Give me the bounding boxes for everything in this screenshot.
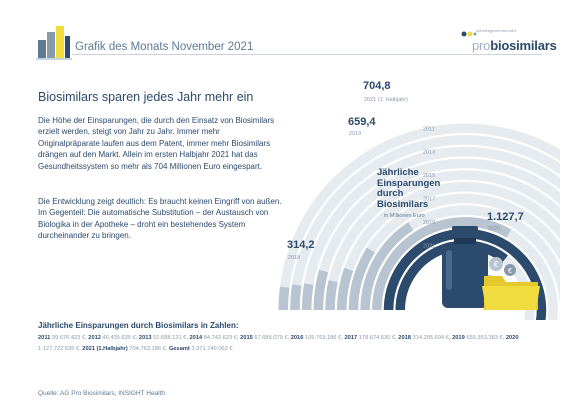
ring-label-2013: 2013 <box>423 150 435 156</box>
callout-2020-value: 1.127,7 <box>487 211 524 223</box>
totals-year-2: 2013 <box>138 335 154 341</box>
radial-chart: 2011 2013 2015 2017 2019 2021 <box>278 123 560 320</box>
ring-bar-2020 <box>383 228 547 320</box>
ring-bar-2013 <box>301 283 314 311</box>
ring-bar-2014 <box>313 269 329 311</box>
totals-year-4: 2015 <box>240 335 255 341</box>
totals-year-8: 2019 <box>452 335 467 341</box>
ring-label-2011: 2011 <box>423 126 435 132</box>
ring-bar-2011 <box>278 286 290 311</box>
ring-label-2021: 2021 <box>423 243 435 249</box>
page-header-title: Grafik des Monats November 2021 <box>75 41 254 53</box>
ring-label-2017: 2017 <box>423 196 435 202</box>
header-divider <box>72 54 542 55</box>
ring-track-2015 <box>325 170 560 311</box>
totals-list: 2011 39.676.423 €, 2012 46.435.635 €, 20… <box>38 333 538 355</box>
totals-value-3: 84.742.623 €, <box>203 335 241 341</box>
svg-text:€: € <box>494 260 499 269</box>
totals-year-9: 2020 <box>505 335 519 341</box>
center-title-line-3: durch <box>377 188 404 199</box>
ring-track-2011 <box>278 123 560 311</box>
callout-2019-value: 659,4 <box>348 116 376 128</box>
paragraph-intro: Die Höhe der Einsparungen, die durch den… <box>38 116 275 171</box>
folder-coins-icon: € € € <box>482 257 540 310</box>
totals-value-6: 178.674.630 €, <box>358 335 399 341</box>
brand-dots-icon <box>461 31 477 37</box>
callout-2020-label: 2020 <box>488 226 501 232</box>
center-title-line-2: Einsparungen <box>377 177 441 189</box>
totals-year-3: 2014 <box>189 335 204 341</box>
chart-center-title: Jährliche Einsparungen durch Biosimilars <box>377 167 441 210</box>
ring-track-2016 <box>337 182 560 311</box>
ring-bar-2017 <box>348 247 375 311</box>
ring-bar-2018 <box>360 222 414 311</box>
paragraph-conclusion: Die Entwicklung zeigt deutlich: Es brauc… <box>38 197 282 241</box>
center-title-line-1: Jährliche <box>377 167 419 178</box>
ring-bar-2016 <box>337 267 354 311</box>
totals-value-5: 105.763.186 €, <box>304 335 345 341</box>
ring-bar-2015 <box>325 280 338 311</box>
callout-2019-label: 2019 <box>349 131 362 137</box>
svg-text:€: € <box>508 268 512 275</box>
ring-label-2015: 2015 <box>423 173 435 179</box>
totals-year-11: Gesamt <box>168 346 192 352</box>
center-title-line-4: Biosimilars <box>377 198 429 210</box>
page-headline: Biosimilars sparen jedes Jahr mehr ein <box>38 90 254 104</box>
callout-2021-value: 704,8 <box>363 80 391 92</box>
brand-logo: probiosimilars <box>472 38 557 53</box>
callout-2018-label: 2018 <box>288 255 301 261</box>
callout-2021-label: 2021 (1. Halbjahr) <box>364 97 409 103</box>
source-note: Quelle: AG Pro Biosimilars, INSIGHT Heal… <box>38 390 166 397</box>
totals-year-6: 2017 <box>344 335 359 341</box>
totals-value-0: 39.676.423 €, <box>51 335 89 341</box>
callout-2018-value: 314,2 <box>287 239 315 251</box>
totals-year-7: 2018 <box>398 335 413 341</box>
ring-track-2013 <box>301 146 560 311</box>
ring-bar-2012 <box>290 284 302 311</box>
totals-year-1: 2012 <box>88 335 103 341</box>
totals-year-5: 2016 <box>290 335 305 341</box>
totals-value-10: 704.763.186 €, <box>129 346 169 352</box>
brand-pro: pro <box>472 38 491 53</box>
ring-track-2012 <box>290 135 560 311</box>
totals-value-2: 51.688.121 €, <box>153 335 190 341</box>
totals-year-10: 2021 (1.Halbjahr) <box>82 346 130 352</box>
totals-value-8: 659.353.383 €, <box>466 335 506 341</box>
totals-value-11: 3.371.740.062 € <box>191 346 233 352</box>
ring-track-2014 <box>313 158 560 311</box>
totals-year-0: 2011 <box>38 335 52 341</box>
totals-heading: Jährliche Einsparungen durch Biosimilars… <box>38 321 239 330</box>
chart-center-subtitle: in Millionen Euro <box>384 213 425 219</box>
totals-value-9: 1.127.722.635 €, <box>38 346 83 352</box>
brand-bio: biosimilars <box>490 38 557 53</box>
ring-bar-2019 <box>372 217 512 311</box>
totals-value-1: 46.435.635 €, <box>102 335 139 341</box>
totals-value-7: 314.205.694 €, <box>412 335 453 341</box>
totals-value-4: 67.685.079 €, <box>254 335 291 341</box>
brand-subtitle: Arbeitsgemeinschaft <box>476 28 517 33</box>
header-logo-icon <box>36 26 72 60</box>
ring-label-2019: 2019 <box>423 220 435 226</box>
medicine-bottle-icon <box>442 226 488 308</box>
